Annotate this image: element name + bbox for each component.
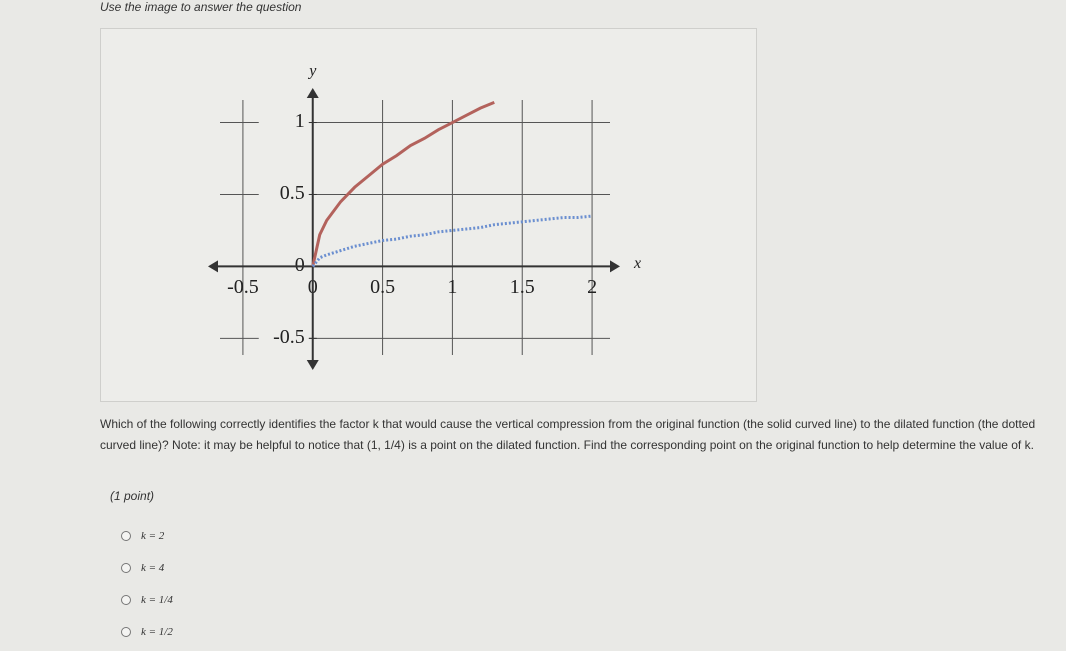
- option-label[interactable]: k = 4: [141, 562, 165, 574]
- points: (1 point): [110, 489, 155, 503]
- option-label[interactable]: k = 1/2: [141, 626, 173, 638]
- axis-arrow: [610, 260, 620, 273]
- option[interactable]: k = 2: [121, 530, 164, 542]
- option[interactable]: k = 1/2: [121, 626, 173, 638]
- question: Which of the following correctly identif…: [100, 414, 1055, 456]
- option-label[interactable]: k = 1/4: [141, 594, 173, 606]
- label-bg: [258, 326, 309, 351]
- label-bg: [258, 110, 309, 135]
- radio-button[interactable]: [121, 595, 131, 605]
- option[interactable]: k = 4: [121, 562, 164, 574]
- data-line: [311, 214, 593, 268]
- question-text: Which of the following correctly identif…: [100, 417, 1036, 452]
- option-label[interactable]: k = 2: [141, 530, 165, 542]
- figure-frame: [100, 28, 757, 402]
- x-tick-label: 1.5: [510, 276, 535, 298]
- y-tick-label: -0.5: [273, 326, 305, 348]
- instruction: Use the image to answer the question: [100, 0, 302, 14]
- radio-button[interactable]: [121, 563, 131, 573]
- data-line: [311, 101, 495, 267]
- radio-button[interactable]: [121, 627, 131, 637]
- radio-button[interactable]: [121, 531, 131, 541]
- y-tick-label: 0: [295, 254, 305, 276]
- axis-arrow: [306, 88, 319, 98]
- x-tick-label: -0.5: [227, 276, 259, 298]
- label-bg: [258, 182, 309, 207]
- point: (1, 1/4): [366, 438, 405, 452]
- axis-arrow: [306, 360, 319, 370]
- option[interactable]: k = 1/4: [121, 594, 173, 606]
- question-text: is a point on the dilated function. Find…: [408, 438, 1034, 452]
- axis-arrow: [208, 260, 218, 273]
- y-tick-label: 1: [295, 110, 305, 132]
- x-tick-label: 0.5: [370, 276, 395, 298]
- y-axis-label: y: [307, 63, 317, 80]
- y-tick-label: 0.5: [280, 182, 305, 204]
- x-axis-label: x: [633, 255, 641, 272]
- x-tick-label: 1: [447, 276, 457, 298]
- x-tick-label: 2: [587, 276, 597, 298]
